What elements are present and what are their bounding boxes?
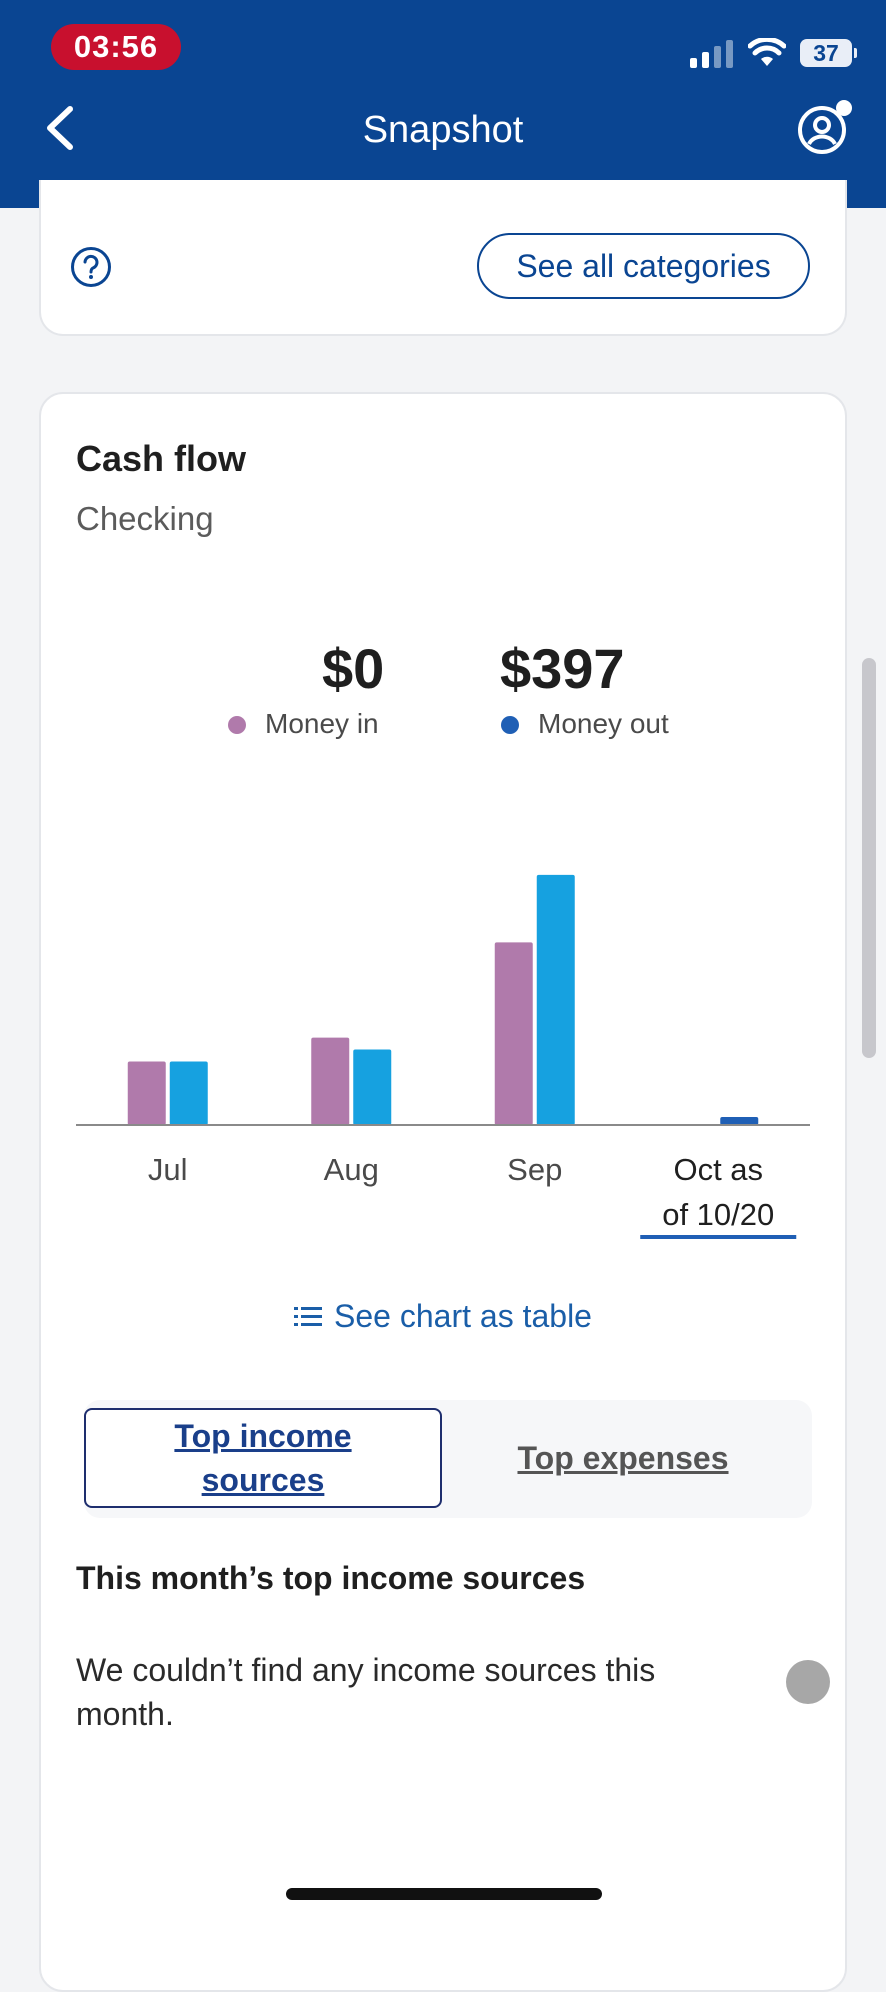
money-in-legend-dot [228,716,246,734]
cash-flow-card [39,392,847,1992]
assistive-touch-button[interactable] [786,1660,830,1704]
signal-icon [690,40,733,68]
bar-money-in-1 [311,1037,350,1125]
bar-money-out-3 [720,1117,759,1125]
x-tick-label-0: Jul [148,1152,188,1187]
top-bar: 03:56 37 Snapshot [0,0,886,208]
profile-icon[interactable] [794,98,854,158]
money-in-label: Money in [265,708,379,739]
battery-icon: 37 [800,39,857,67]
bar-money-out-2 [536,874,575,1125]
scrollbar[interactable] [862,658,876,1058]
bar-money-in-0 [127,1061,166,1125]
tab-top-expenses-label: Top expenses [517,1440,729,1476]
bar-money-in-2 [494,942,533,1125]
money-out-label: Money out [538,708,669,739]
help-icon[interactable] [70,246,112,288]
x-tick-label-2: Sep [507,1152,562,1187]
status-time: 03:56 [51,24,181,70]
selected-month-underline [640,1235,797,1239]
see-chart-as-table-label: See chart as table [334,1298,592,1334]
bar-money-out-1 [353,1049,392,1125]
tab-top-income-sources-label: Top income sources [174,1418,352,1498]
home-indicator[interactable] [286,1888,602,1900]
see-all-categories-button[interactable]: See all categories [477,233,810,299]
back-chevron-icon[interactable] [40,101,80,155]
money-in-value: $0 [322,637,385,700]
x-tick-label-1: Aug [324,1152,379,1187]
account-name: Checking [76,500,214,537]
cash-flow-title: Cash flow [76,438,247,479]
income-empty-message: We couldn’t find any income sources this… [76,1652,656,1732]
income-expense-tabs: Top income sources Top expenses [84,1400,812,1518]
money-out-value: $397 [500,637,625,700]
money-out-legend-dot [501,716,519,734]
see-chart-as-table-link[interactable]: See chart as table [0,1298,886,1335]
tab-top-expenses[interactable]: Top expenses [444,1408,802,1508]
wifi-icon [748,38,786,66]
page-title: Snapshot [362,109,524,151]
list-icon [294,1306,323,1326]
tab-top-income-sources[interactable]: Top income sources [84,1408,442,1508]
x-tick-label-3: Oct as of 10/20 [662,1152,774,1232]
status-icons: 37 [690,36,857,70]
income-section-heading: This month’s top income sources [76,1560,586,1596]
bar-money-out-0 [169,1061,208,1125]
cash-flow-chart[interactable]: Jul Aug Sep Oct as of 10/20 [76,840,810,1240]
